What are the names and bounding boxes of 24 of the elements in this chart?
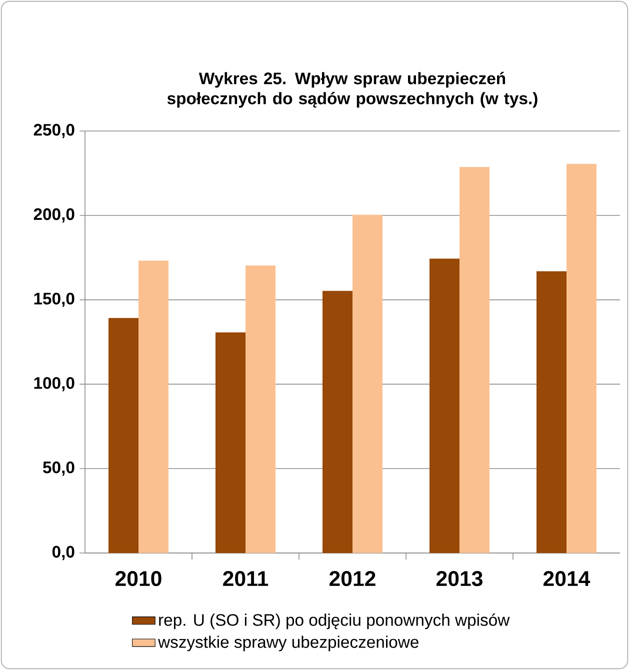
y-tick-label: 250,0: [34, 124, 74, 138]
x-tick-label: 2012: [330, 571, 376, 586]
bar: [459, 166, 490, 553]
legend-label: rep. U (SO i SR) po odjęciu ponownych wpisów: [159, 613, 510, 630]
legend-label: wszystkie sprawy ubezpieczeniowe: [158, 636, 418, 652]
x-tick-label: 2010: [116, 571, 162, 586]
y-tick-label: 100,0: [34, 377, 74, 392]
bar: [246, 266, 276, 553]
x-tick-label: 2014: [544, 571, 590, 586]
bar: [138, 260, 168, 553]
y-tick-label: 200,0: [34, 208, 74, 222]
bar: [108, 318, 138, 553]
y-tick-label: 150,0: [34, 292, 74, 307]
bar: [352, 214, 382, 553]
bar: [566, 164, 596, 553]
chart-title: Wykres 25. Wpływ spraw ubezpieczeń społecznych do sądów powszechnych (w tys.): [167, 72, 538, 108]
y-tick-label: 0,0: [52, 546, 74, 560]
y-tick-label: 50,0: [43, 462, 74, 476]
bar: [430, 258, 460, 553]
x-tick-label: 2013: [436, 571, 482, 586]
bar: [322, 290, 352, 553]
bar: [215, 332, 246, 553]
x-tick-label: 2011: [223, 571, 268, 586]
bar: [536, 271, 566, 553]
